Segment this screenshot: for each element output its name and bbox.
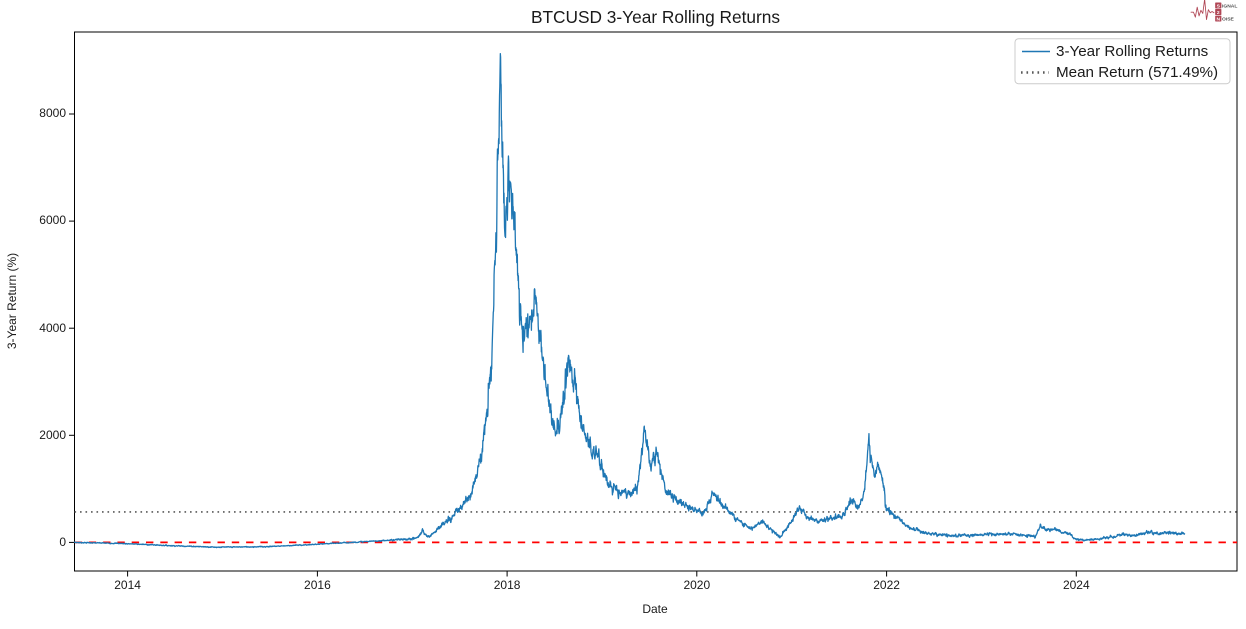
svg-text:2022: 2022	[873, 578, 900, 592]
svg-text:3-Year Rolling Returns: 3-Year Rolling Returns	[1056, 43, 1209, 60]
svg-text:Mean Return (571.49%): Mean Return (571.49%)	[1056, 64, 1218, 81]
svg-text:2024: 2024	[1063, 578, 1090, 592]
svg-text:N: N	[1216, 16, 1220, 22]
svg-text:6000: 6000	[39, 213, 66, 227]
svg-text:OISE: OISE	[1222, 16, 1235, 22]
svg-text:2: 2	[1217, 10, 1220, 16]
svg-text:2018: 2018	[494, 578, 521, 592]
svg-text:2016: 2016	[304, 578, 331, 592]
svg-text:3-Year Return (%): 3-Year Return (%)	[5, 253, 19, 349]
svg-text:2020: 2020	[683, 578, 710, 592]
svg-text:BTCUSD 3-Year Rolling Returns: BTCUSD 3-Year Rolling Returns	[531, 7, 780, 27]
svg-text:8000: 8000	[39, 106, 66, 120]
svg-text:0: 0	[59, 535, 66, 549]
svg-text:2000: 2000	[39, 428, 66, 442]
svg-text:4000: 4000	[39, 321, 66, 335]
svg-text:Date: Date	[642, 602, 668, 616]
svg-text:2014: 2014	[114, 578, 141, 592]
svg-text:IGNAL: IGNAL	[1222, 3, 1237, 9]
